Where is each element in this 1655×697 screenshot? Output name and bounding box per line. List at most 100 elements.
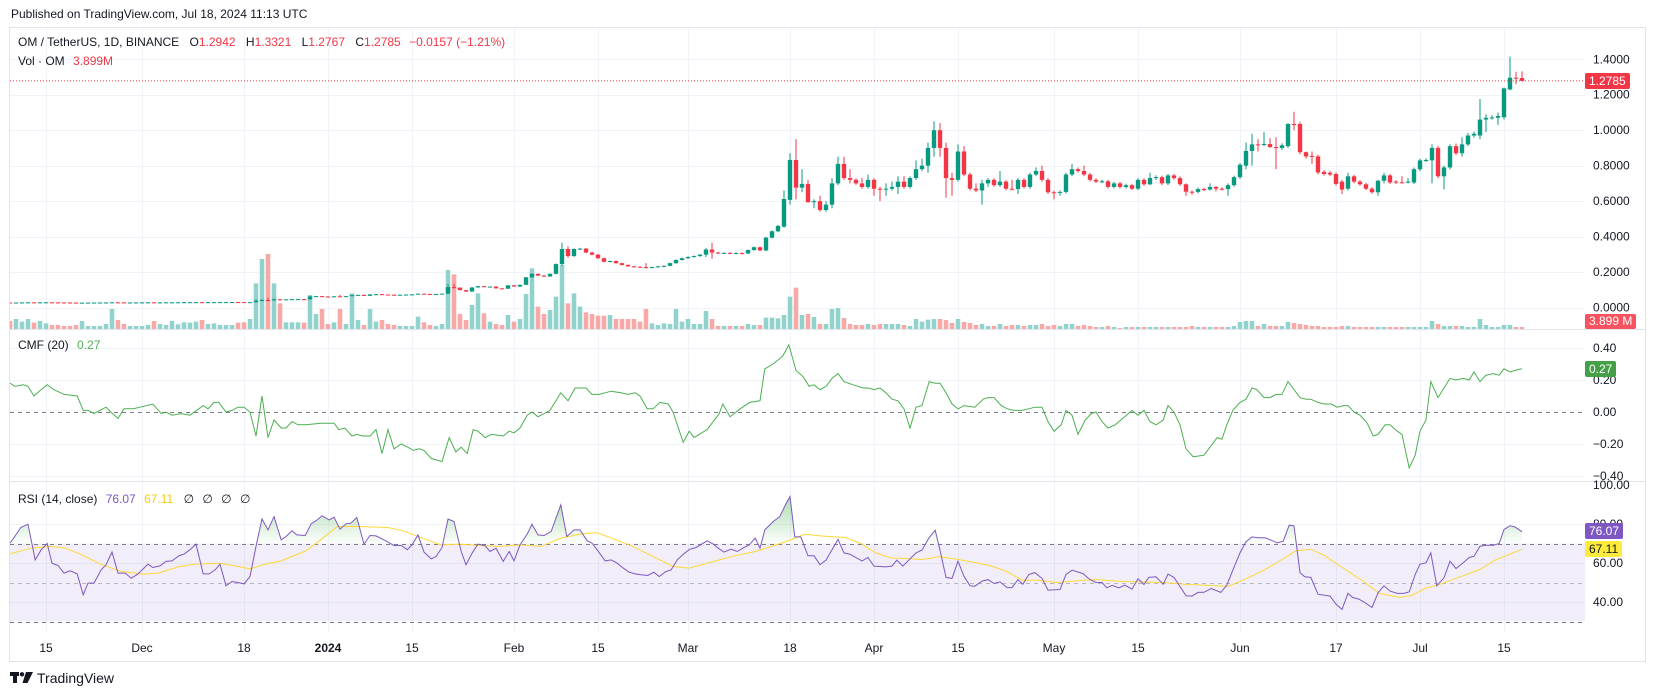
candle bbox=[1129, 183, 1135, 191]
time-axis[interactable] bbox=[10, 633, 1585, 661]
low-label: L bbox=[301, 35, 309, 49]
cmf-title[interactable]: CMF (20) bbox=[18, 338, 69, 352]
candle bbox=[37, 302, 43, 304]
candle bbox=[769, 230, 775, 239]
volume-bar bbox=[715, 326, 721, 329]
volume-bar bbox=[1297, 324, 1303, 329]
candle bbox=[841, 156, 847, 180]
candle-body bbox=[391, 294, 397, 296]
candle-body bbox=[649, 267, 655, 269]
candle bbox=[763, 236, 769, 252]
candle-body bbox=[721, 252, 727, 254]
candle-body bbox=[949, 178, 955, 180]
volume-bar bbox=[373, 321, 379, 329]
candle bbox=[757, 246, 763, 252]
volume-bar bbox=[277, 303, 283, 329]
tradingview-brand-link[interactable]: TradingView bbox=[10, 670, 114, 686]
cmf-pane[interactable] bbox=[10, 330, 1585, 481]
candle bbox=[1339, 179, 1345, 195]
candle-body bbox=[979, 183, 985, 191]
candle bbox=[1375, 179, 1381, 196]
volume-bar bbox=[1201, 327, 1207, 329]
candle-body bbox=[901, 181, 907, 187]
candle-body bbox=[1273, 147, 1279, 149]
candle bbox=[31, 302, 37, 304]
candle bbox=[625, 264, 631, 267]
candle bbox=[1135, 178, 1141, 191]
candle-body bbox=[817, 201, 823, 210]
volume-bar bbox=[997, 324, 1003, 329]
candle-body bbox=[1171, 175, 1177, 179]
volume-bar bbox=[535, 306, 541, 329]
volume-bar bbox=[205, 324, 211, 329]
volume-bar bbox=[529, 268, 535, 329]
candle-body bbox=[283, 299, 289, 301]
close-label: C bbox=[355, 35, 365, 49]
candle bbox=[1453, 143, 1459, 156]
candle bbox=[13, 302, 19, 304]
time-axis-label: Jun bbox=[1230, 641, 1249, 655]
candle-body bbox=[697, 254, 703, 257]
candle bbox=[1291, 111, 1297, 131]
volume-bar bbox=[1447, 326, 1453, 329]
volume-bar bbox=[1345, 326, 1351, 329]
volume-bar bbox=[1159, 327, 1165, 329]
volume-bar bbox=[325, 324, 331, 329]
candle bbox=[1021, 178, 1027, 189]
candle bbox=[943, 142, 949, 198]
candle-body bbox=[1141, 179, 1147, 185]
main-price-pane[interactable] bbox=[10, 28, 1585, 329]
volume-bar bbox=[1495, 327, 1501, 329]
candle bbox=[421, 293, 427, 295]
rsi-legend: RSI (14, close) 76.07 67.11 ∅ ∅ ∅ ∅ bbox=[18, 491, 250, 507]
candle-body bbox=[679, 258, 685, 260]
volume-value: 3.899M bbox=[73, 54, 114, 68]
volume-bar bbox=[1357, 327, 1363, 329]
candle-body bbox=[997, 181, 1003, 186]
candle bbox=[1489, 115, 1495, 120]
candle bbox=[679, 257, 685, 261]
volume-bar bbox=[631, 319, 637, 329]
volume-bar bbox=[79, 321, 85, 329]
candle bbox=[1411, 167, 1417, 185]
volume-bar bbox=[1381, 327, 1387, 329]
volume-bar bbox=[1309, 326, 1315, 329]
candle-body bbox=[25, 302, 31, 304]
price-scale-label: 0.2000 bbox=[1593, 265, 1630, 279]
candle-body bbox=[1519, 78, 1525, 81]
candle-body bbox=[1225, 185, 1231, 190]
candle bbox=[439, 293, 445, 295]
volume-bar bbox=[685, 319, 691, 329]
volume-bar bbox=[1327, 327, 1333, 329]
volume-title[interactable]: Vol · OM bbox=[18, 54, 65, 68]
candle bbox=[319, 295, 325, 298]
volume-bar bbox=[1435, 324, 1441, 329]
candle-body bbox=[553, 264, 559, 274]
candle-body bbox=[253, 300, 259, 303]
candle bbox=[205, 302, 211, 304]
candle bbox=[877, 186, 883, 202]
candle-body bbox=[985, 179, 991, 184]
candle bbox=[1387, 173, 1393, 185]
time-axis-label: 18 bbox=[237, 641, 251, 655]
volume-bar bbox=[1285, 322, 1291, 329]
rsi-title[interactable]: RSI (14, close) bbox=[18, 492, 98, 506]
candle bbox=[163, 302, 169, 304]
volume-bar bbox=[1417, 327, 1423, 329]
candle-body bbox=[1081, 170, 1087, 175]
candle-body bbox=[1063, 174, 1069, 192]
candle bbox=[181, 302, 187, 304]
candle-body bbox=[1147, 178, 1153, 185]
candle bbox=[1063, 172, 1069, 194]
candle bbox=[325, 296, 331, 298]
candle-body bbox=[193, 302, 199, 304]
candle-body bbox=[73, 302, 79, 304]
candle bbox=[1165, 173, 1171, 185]
symbol-title[interactable]: OM / TetherUS, 1D, BINANCE bbox=[18, 35, 180, 49]
volume-bar bbox=[955, 319, 961, 329]
candle-body bbox=[589, 252, 595, 255]
candle-body bbox=[1351, 176, 1357, 182]
volume-bar bbox=[463, 320, 469, 329]
volume-bar bbox=[595, 315, 601, 329]
candle bbox=[553, 263, 559, 275]
